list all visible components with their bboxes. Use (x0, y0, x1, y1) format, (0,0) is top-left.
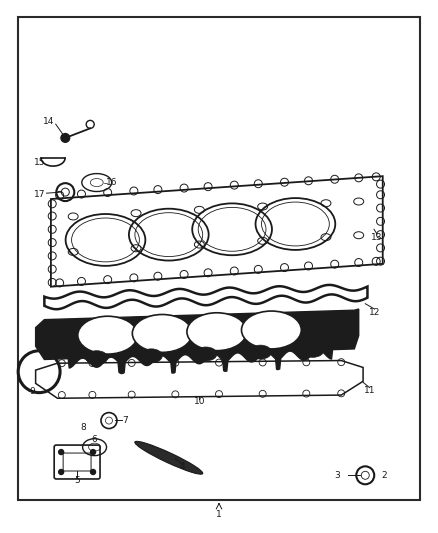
Text: 8: 8 (80, 423, 86, 432)
Ellipse shape (195, 347, 217, 361)
Text: 3: 3 (334, 471, 340, 480)
Circle shape (91, 449, 95, 455)
Circle shape (59, 449, 64, 455)
Text: 10: 10 (194, 398, 205, 407)
Text: 6: 6 (92, 435, 97, 444)
Ellipse shape (132, 314, 192, 352)
Text: 7: 7 (122, 416, 128, 425)
Circle shape (59, 470, 64, 474)
Circle shape (61, 133, 70, 142)
Ellipse shape (86, 351, 108, 365)
Text: 4: 4 (179, 462, 185, 471)
Text: 17: 17 (34, 190, 46, 199)
Text: 14: 14 (43, 117, 54, 126)
Ellipse shape (250, 345, 272, 359)
Text: 13: 13 (371, 233, 383, 242)
Ellipse shape (78, 316, 138, 354)
Text: 1: 1 (216, 510, 222, 519)
Ellipse shape (135, 441, 203, 474)
Ellipse shape (187, 313, 247, 351)
Circle shape (91, 470, 95, 474)
Text: 15: 15 (34, 158, 46, 167)
Text: 9: 9 (29, 387, 35, 396)
Text: 5: 5 (74, 476, 80, 485)
Polygon shape (35, 309, 359, 374)
Text: 2: 2 (381, 471, 387, 480)
Ellipse shape (241, 311, 301, 349)
Ellipse shape (302, 343, 324, 357)
Text: 12: 12 (369, 308, 380, 317)
Ellipse shape (140, 349, 162, 363)
Text: 11: 11 (364, 386, 375, 395)
Text: 16: 16 (106, 178, 118, 187)
